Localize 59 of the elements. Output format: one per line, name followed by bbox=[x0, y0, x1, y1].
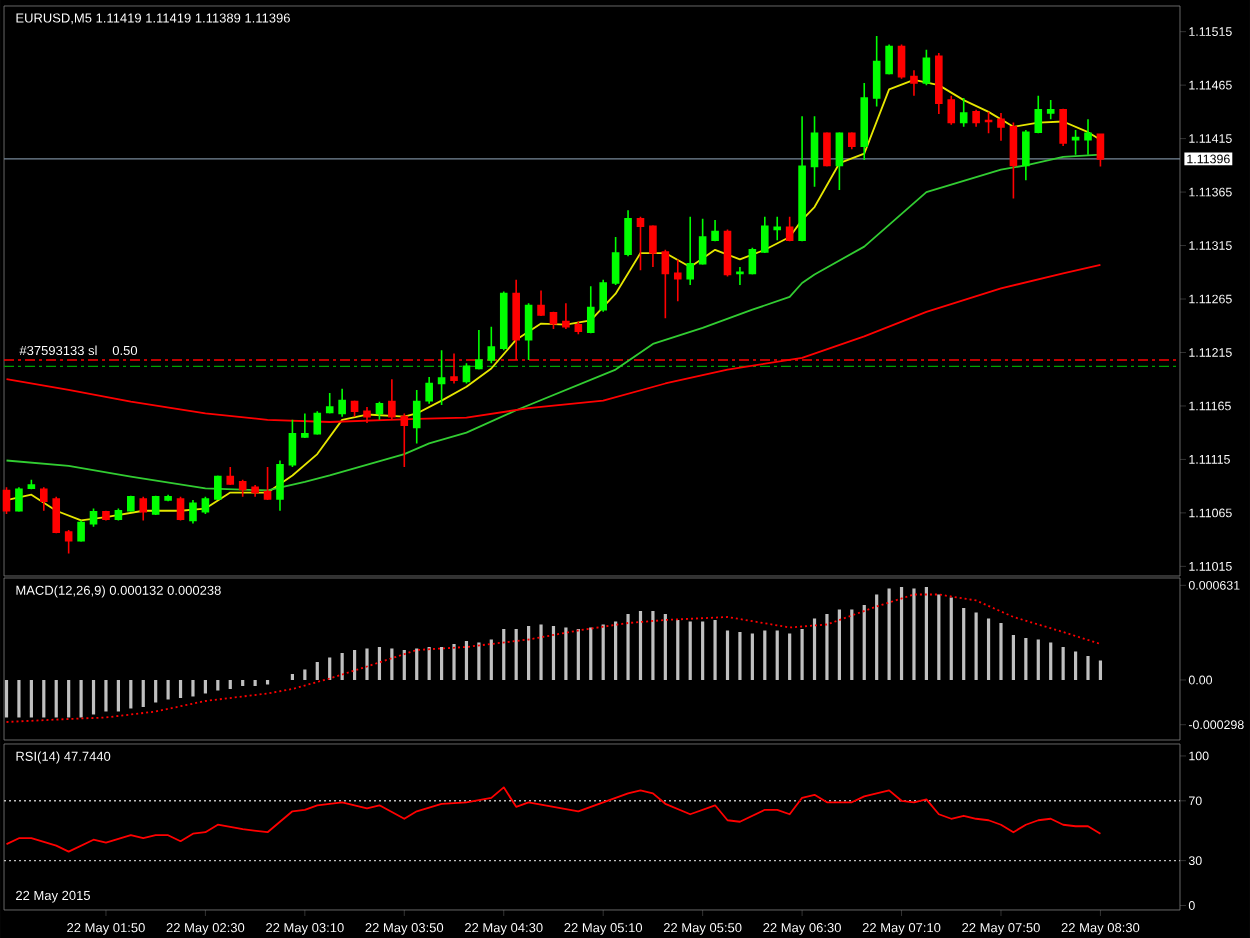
candlestick bbox=[263, 466, 272, 501]
candlestick bbox=[1059, 107, 1067, 147]
candlestick bbox=[823, 131, 831, 168]
candlestick bbox=[1034, 95, 1043, 135]
candlestick bbox=[301, 412, 309, 439]
candlestick bbox=[736, 266, 744, 286]
candlestick bbox=[599, 278, 607, 313]
candlestick bbox=[798, 115, 806, 243]
candlestick bbox=[947, 95, 956, 126]
candlestick bbox=[848, 131, 856, 151]
candlestick bbox=[997, 112, 1005, 142]
candlestick bbox=[673, 258, 682, 302]
candlestick bbox=[475, 329, 483, 371]
candlestick bbox=[338, 388, 346, 418]
candlestick bbox=[624, 209, 632, 258]
candlestick bbox=[499, 290, 508, 352]
candlestick bbox=[15, 486, 23, 513]
candlestick bbox=[27, 478, 36, 491]
candlestick bbox=[935, 52, 943, 115]
candlestick bbox=[649, 224, 657, 268]
candlestick bbox=[661, 249, 670, 320]
candlestick bbox=[773, 215, 782, 241]
candlestick bbox=[686, 215, 695, 286]
candlestick bbox=[412, 389, 421, 445]
candlestick bbox=[487, 326, 496, 364]
candlestick bbox=[437, 349, 446, 406]
line-series bbox=[5, 78, 1102, 522]
candlestick bbox=[972, 108, 980, 128]
candlestick bbox=[77, 519, 85, 543]
candlestick bbox=[586, 285, 595, 335]
candlestick bbox=[959, 97, 968, 128]
candlestick bbox=[860, 82, 869, 161]
candlestick bbox=[251, 484, 259, 498]
candlestick bbox=[1022, 129, 1030, 182]
candlestick bbox=[984, 111, 993, 135]
candlestick bbox=[102, 509, 110, 522]
candlestick bbox=[1071, 129, 1080, 156]
candlestick bbox=[885, 43, 893, 76]
candlestick bbox=[39, 486, 48, 512]
candlestick bbox=[425, 376, 433, 405]
candlestick bbox=[189, 499, 197, 525]
candlestick bbox=[910, 69, 918, 97]
candlestick bbox=[313, 410, 322, 436]
candlestick bbox=[226, 466, 235, 486]
candlestick bbox=[636, 215, 645, 271]
candlestick bbox=[562, 302, 570, 330]
candlestick bbox=[761, 215, 769, 254]
candlestick bbox=[139, 496, 148, 522]
candlestick bbox=[711, 219, 719, 243]
candlestick bbox=[276, 459, 284, 512]
candlestick bbox=[214, 474, 222, 501]
candlestick bbox=[164, 493, 172, 502]
candlestick bbox=[1084, 118, 1092, 156]
candlestick bbox=[1046, 99, 1055, 121]
candlestick bbox=[52, 496, 61, 535]
candlestick bbox=[537, 289, 545, 317]
candlestick bbox=[325, 392, 334, 415]
candlestick bbox=[127, 494, 135, 513]
candlestick bbox=[64, 529, 73, 555]
